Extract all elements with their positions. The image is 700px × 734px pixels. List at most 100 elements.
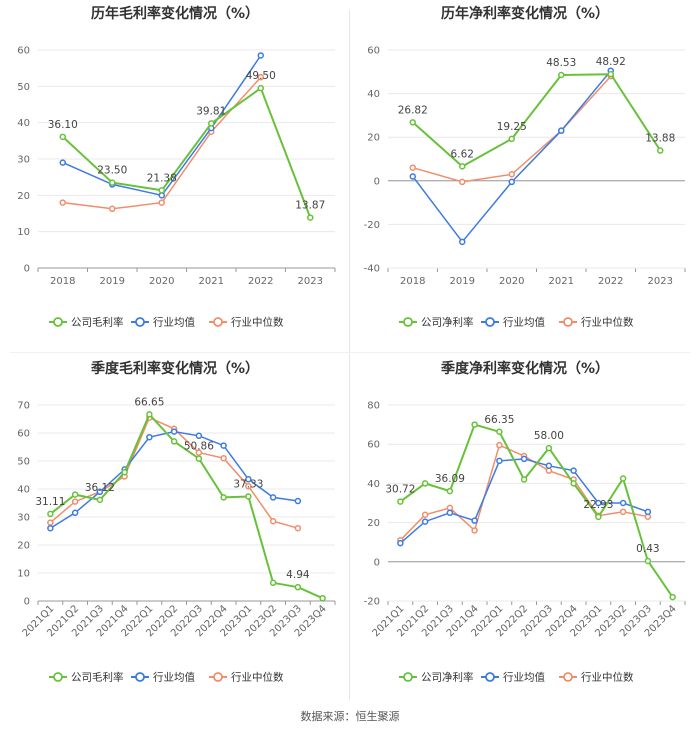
legend-item-median: 行业中位数 [209,671,284,684]
legend-item-median: 行业中位数 [209,316,284,329]
legend-item-median: 行业中位数 [559,316,634,329]
data-label: 36.10 [48,119,78,131]
data-point-avg [421,518,429,525]
data-point-company [220,494,227,501]
y-tick-label: 0 [24,597,30,608]
data-label: 13.88 [645,133,675,145]
chart-annual-gross-margin: 历年毛利率变化情况（%） 0 10 20 30 40 50 60 2018 2019 2020 202… [0,0,350,350]
data-point-company [170,438,178,445]
data-point-company [158,187,165,194]
legend-swatch-marker [485,317,495,327]
data-point-avg [245,475,252,483]
legend-swatch-marker [403,317,413,327]
data-point-company [47,510,54,518]
legend-label: 公司毛利率 [71,671,124,684]
x-tick-label: 2018 [400,276,425,287]
chart-title: 历年净利率变化情况（%） [441,5,609,22]
data-label: 0.43 [636,543,659,555]
legend-swatch-marker [53,317,63,327]
data-point-company [496,428,503,436]
data-point-company [109,179,116,186]
data-label: 31.11 [35,496,65,508]
data-point-avg [158,192,165,199]
y-tick-label: 0 [24,264,30,275]
chart-quarterly-net-margin: 季度净利率变化情况（%） -20 0 20 40 60 80 2021Q1 2021Q2 2021… [350,355,700,705]
x-tick-label: 2020 [499,276,524,287]
data-point-company [59,133,66,141]
data-point-company [195,455,203,462]
data-point-avg [520,455,528,463]
data-point-company [245,493,252,500]
data-point-company [619,475,627,482]
y-tick-label: 20 [17,191,30,202]
data-point-median [257,74,264,81]
chart-title: 历年毛利率变化情况（%） [91,5,259,22]
legend-label: 行业均值 [153,316,195,329]
data-label: 23.50 [97,165,127,177]
legend-swatch-marker [485,672,495,682]
data-point-avg [459,238,466,246]
x-tick-label: 2019 [100,276,125,287]
data-point-company [471,421,478,428]
legend-label: 行业均值 [153,671,195,684]
data-label: 26.82 [398,104,428,116]
y-tick-label: 0 [374,176,380,187]
data-label: 36.12 [85,482,115,494]
series-line-avg [412,70,612,244]
data-point-median [496,441,503,449]
y-tick-label: 20 [367,518,380,529]
data-point-company [669,593,676,601]
data-label: 50.86 [184,441,214,453]
legend-label: 行业中位数 [231,316,284,329]
data-point-avg [195,432,203,440]
data-point-median [459,178,466,186]
legend-item-company: 公司毛利率 [49,671,124,684]
legend-swatch-marker [563,317,573,327]
legend-swatch-marker [213,672,223,682]
data-point-company [409,119,416,126]
series-line-company [62,86,312,218]
data-point-median [508,171,515,178]
y-tick-label: 80 [367,401,380,412]
y-tick-label: 60 [367,440,380,451]
data-label: 48.92 [596,56,626,68]
y-tick-label: -40 [364,264,380,275]
y-tick-label: 60 [17,429,30,440]
data-point-company [607,70,614,78]
data-point-company [208,120,215,127]
y-tick-label: 60 [17,46,30,57]
legend-label: 行业中位数 [581,316,634,329]
data-point-avg [570,467,577,474]
data-point-company [657,147,664,154]
data-label: 30.72 [385,484,415,496]
y-tick-label: 40 [367,89,380,100]
horizontal-divider [10,352,690,353]
data-point-median [220,454,227,462]
data-point-median [158,199,165,206]
data-label: 13.87 [295,200,325,212]
data-point-company [446,487,454,495]
data-point-median [109,205,116,213]
data-point-avg [508,178,515,186]
data-point-avg [257,52,264,59]
data-point-median [471,527,478,534]
vertical-divider [349,10,350,700]
data-point-company [570,480,577,487]
legend-swatch-marker [53,672,63,682]
legend-swatch-marker [135,672,145,682]
data-point-avg [59,159,66,166]
data-point-company [71,491,79,498]
legend-item-company: 公司毛利率 [49,316,124,329]
legend-item-avg: 行业均值 [481,671,545,684]
series-line-company [412,73,662,168]
data-point-company [545,444,553,452]
x-tick-label: 2022 [248,276,273,287]
data-label: 22.93 [583,499,613,511]
x-tick-label: 2023 [298,276,323,287]
chart-svg: 季度毛利率变化情况（%）0102030405060702021Q12021Q22… [17,360,336,684]
legend-label: 行业中位数 [581,671,634,684]
data-label: 49.50 [246,70,276,82]
data-point-avg [619,499,627,507]
data-point-median [269,517,277,525]
legend-swatch-marker [403,672,413,682]
